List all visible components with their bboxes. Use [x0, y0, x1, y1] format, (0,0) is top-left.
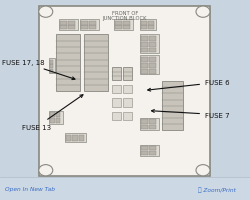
Bar — [112, 99, 121, 107]
Bar — [65, 133, 86, 142]
Text: FUSE 6: FUSE 6 — [148, 80, 230, 92]
Bar — [49, 59, 55, 74]
Bar — [140, 35, 159, 54]
Bar — [112, 112, 121, 120]
Bar — [150, 125, 156, 129]
Bar — [72, 135, 78, 141]
Bar — [150, 147, 156, 150]
Bar — [150, 69, 156, 74]
Bar — [79, 135, 84, 141]
Bar — [122, 99, 132, 107]
Bar — [115, 22, 121, 25]
Bar — [122, 68, 132, 81]
Bar — [150, 58, 156, 63]
Bar — [141, 26, 147, 30]
Bar — [56, 35, 80, 92]
Text: FUSE 7: FUSE 7 — [152, 110, 230, 118]
Bar — [81, 22, 88, 25]
Bar — [141, 22, 147, 25]
Bar — [148, 22, 154, 25]
Text: FUSE 17, 18: FUSE 17, 18 — [2, 60, 75, 80]
Bar — [162, 82, 183, 130]
Bar — [141, 69, 148, 74]
Bar — [81, 26, 88, 30]
Bar — [141, 151, 148, 155]
Bar — [50, 65, 53, 69]
Bar — [140, 56, 159, 75]
Bar — [0, 177, 250, 200]
Bar — [141, 37, 148, 42]
Bar — [150, 37, 156, 42]
Circle shape — [39, 7, 53, 18]
Text: FRONT OF
JUNCTION BLOCK: FRONT OF JUNCTION BLOCK — [103, 11, 147, 21]
Bar — [84, 35, 108, 92]
Circle shape — [196, 165, 210, 176]
Text: ⌕ Zoom/Print: ⌕ Zoom/Print — [198, 186, 235, 192]
Bar — [56, 113, 60, 117]
Bar — [115, 26, 121, 30]
Bar — [141, 120, 148, 124]
Bar — [141, 58, 148, 63]
Circle shape — [39, 165, 53, 176]
Bar — [141, 125, 148, 129]
Bar — [140, 118, 159, 130]
Bar — [56, 119, 60, 123]
Bar — [90, 26, 96, 30]
Bar — [49, 111, 62, 124]
Bar — [50, 119, 54, 123]
Bar — [123, 22, 130, 25]
Bar — [123, 26, 130, 30]
Bar — [50, 113, 54, 117]
Bar — [39, 7, 210, 176]
Bar — [148, 26, 154, 30]
Bar — [122, 86, 132, 94]
Bar — [150, 43, 156, 47]
Bar — [90, 22, 96, 25]
Bar — [141, 147, 148, 150]
Bar — [66, 135, 71, 141]
Bar — [68, 26, 75, 30]
Bar — [112, 68, 121, 81]
Bar — [141, 64, 148, 68]
Circle shape — [196, 7, 210, 18]
Text: FUSE 13: FUSE 13 — [22, 95, 83, 130]
Bar — [68, 22, 75, 25]
Text: Open In New Tab: Open In New Tab — [5, 186, 55, 191]
Bar — [141, 43, 148, 47]
Bar — [140, 20, 156, 31]
Bar — [112, 86, 121, 94]
Bar — [60, 22, 66, 25]
Bar — [50, 61, 53, 64]
Bar — [150, 151, 156, 155]
Bar — [140, 145, 159, 156]
Bar — [150, 64, 156, 68]
Bar — [60, 26, 66, 30]
Bar — [50, 70, 53, 73]
Bar — [59, 20, 78, 31]
Bar — [122, 112, 132, 120]
Bar — [114, 20, 132, 31]
Bar — [150, 120, 156, 124]
Bar — [150, 48, 156, 53]
Bar — [141, 48, 148, 53]
Bar — [80, 20, 99, 31]
